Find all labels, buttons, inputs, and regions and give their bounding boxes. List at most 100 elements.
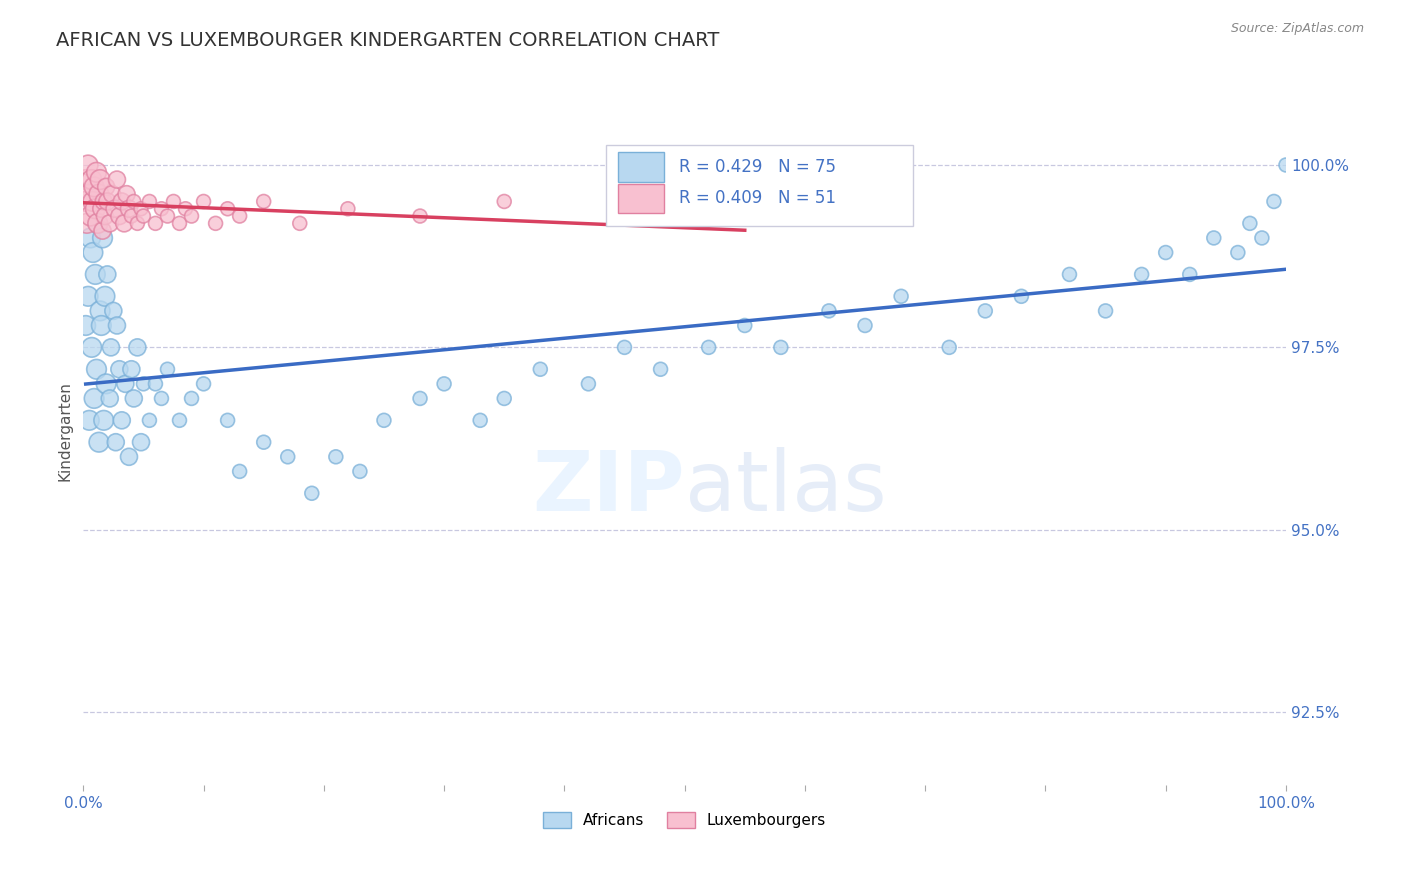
- Point: [204, 216, 226, 230]
- Point: [938, 340, 960, 354]
- Text: AFRICAN VS LUXEMBOURGER KINDERGARTEN CORRELATION CHART: AFRICAN VS LUXEMBOURGER KINDERGARTEN COR…: [56, 31, 720, 50]
- Legend: Africans, Luxembourgers: Africans, Luxembourgers: [537, 805, 832, 834]
- Point: [138, 194, 160, 209]
- Point: [122, 194, 145, 209]
- Point: [409, 392, 432, 406]
- Point: [697, 340, 720, 354]
- Point: [86, 362, 108, 376]
- Point: [1130, 268, 1153, 282]
- Point: [217, 202, 239, 216]
- Text: R = 0.429   N = 75: R = 0.429 N = 75: [679, 158, 835, 177]
- Point: [73, 194, 96, 209]
- Point: [80, 340, 103, 354]
- Point: [111, 194, 134, 209]
- Point: [94, 209, 117, 223]
- Point: [94, 179, 117, 194]
- Point: [470, 413, 492, 427]
- Point: [100, 340, 122, 354]
- Point: [84, 202, 107, 216]
- Point: [1178, 268, 1201, 282]
- Point: [76, 216, 98, 230]
- Point: [1010, 289, 1032, 303]
- Point: [193, 376, 215, 391]
- Point: [373, 413, 395, 427]
- Point: [94, 376, 117, 391]
- Point: [349, 464, 371, 478]
- Point: [87, 187, 110, 202]
- Point: [145, 216, 167, 230]
- Point: [90, 202, 112, 216]
- Point: [114, 376, 136, 391]
- Point: [769, 340, 792, 354]
- Point: [75, 172, 97, 186]
- Point: [120, 209, 142, 223]
- FancyBboxPatch shape: [619, 184, 664, 213]
- Point: [75, 318, 97, 333]
- Point: [91, 224, 114, 238]
- Point: [98, 216, 121, 230]
- Point: [180, 209, 202, 223]
- Point: [336, 202, 359, 216]
- Point: [89, 304, 111, 318]
- Point: [494, 194, 516, 209]
- Point: [277, 450, 299, 464]
- Point: [1263, 194, 1285, 209]
- Point: [118, 202, 141, 216]
- Text: R = 0.409   N = 51: R = 0.409 N = 51: [679, 189, 835, 208]
- Point: [145, 376, 167, 391]
- Point: [101, 187, 124, 202]
- Point: [96, 268, 118, 282]
- Point: [217, 413, 239, 427]
- Point: [83, 392, 105, 406]
- Text: ZIP: ZIP: [531, 448, 685, 528]
- Point: [1226, 245, 1249, 260]
- Point: [613, 340, 636, 354]
- Point: [1059, 268, 1081, 282]
- Point: [974, 304, 997, 318]
- Point: [129, 435, 152, 450]
- FancyBboxPatch shape: [606, 145, 912, 226]
- Point: [301, 486, 323, 500]
- Point: [86, 165, 108, 179]
- Point: [79, 231, 101, 245]
- Point: [108, 362, 131, 376]
- Point: [82, 245, 104, 260]
- Point: [162, 194, 184, 209]
- Point: [93, 413, 115, 427]
- Point: [578, 376, 600, 391]
- Point: [89, 172, 111, 186]
- Point: [409, 209, 432, 223]
- Point: [103, 304, 125, 318]
- Point: [253, 435, 276, 450]
- Point: [104, 435, 127, 450]
- Point: [853, 318, 876, 333]
- Point: [132, 209, 155, 223]
- Point: [83, 179, 105, 194]
- Point: [87, 435, 110, 450]
- Point: [82, 194, 104, 209]
- Point: [79, 187, 101, 202]
- Point: [108, 209, 131, 223]
- Text: Source: ZipAtlas.com: Source: ZipAtlas.com: [1230, 22, 1364, 36]
- Point: [84, 268, 107, 282]
- Point: [77, 289, 100, 303]
- Point: [890, 289, 912, 303]
- Point: [115, 187, 138, 202]
- Point: [1094, 304, 1116, 318]
- Point: [103, 202, 125, 216]
- Point: [150, 392, 173, 406]
- Point: [1275, 158, 1298, 172]
- Point: [127, 340, 149, 354]
- Point: [253, 194, 276, 209]
- Point: [79, 209, 101, 223]
- Point: [169, 216, 191, 230]
- Point: [156, 209, 179, 223]
- Y-axis label: Kindergarten: Kindergarten: [58, 381, 72, 481]
- Point: [174, 202, 197, 216]
- Point: [118, 450, 141, 464]
- Point: [150, 202, 173, 216]
- Point: [105, 318, 128, 333]
- Point: [228, 464, 250, 478]
- Point: [87, 216, 110, 230]
- Point: [129, 202, 152, 216]
